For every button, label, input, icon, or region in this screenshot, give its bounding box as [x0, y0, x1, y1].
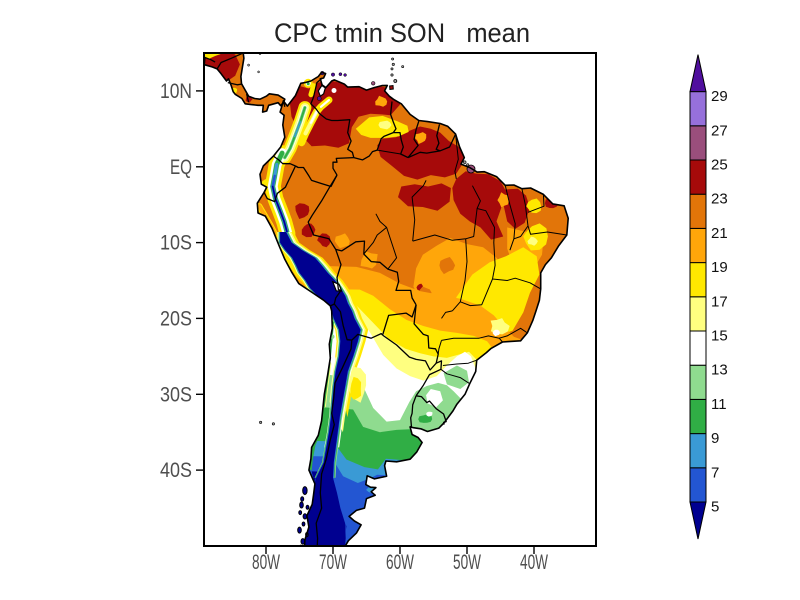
- svg-text:50W: 50W: [453, 551, 481, 574]
- svg-text:19: 19: [711, 259, 728, 276]
- svg-text:17: 17: [711, 293, 728, 310]
- svg-text:25: 25: [711, 157, 728, 174]
- svg-text:21: 21: [711, 225, 728, 242]
- svg-text:27: 27: [711, 122, 728, 139]
- svg-text:5: 5: [711, 499, 719, 516]
- svg-text:13: 13: [711, 362, 728, 379]
- svg-text:60W: 60W: [386, 551, 414, 574]
- svg-text:20S: 20S: [160, 307, 192, 330]
- svg-text:15: 15: [711, 328, 728, 345]
- svg-text:10S: 10S: [160, 232, 192, 255]
- svg-text:9: 9: [711, 430, 719, 447]
- svg-text:EQ: EQ: [170, 156, 192, 179]
- svg-text:40S: 40S: [160, 459, 192, 482]
- svg-text:29: 29: [711, 88, 728, 105]
- svg-text:70W: 70W: [319, 551, 347, 574]
- svg-text:7: 7: [711, 464, 719, 481]
- svg-text:40W: 40W: [520, 551, 548, 574]
- svg-text:11: 11: [711, 396, 727, 413]
- svg-text:30S: 30S: [160, 383, 192, 406]
- svg-text:10N: 10N: [160, 80, 192, 103]
- svg-text:23: 23: [711, 191, 728, 208]
- svg-text:CPC tmin SON mean: CPC tmin SON mean: [274, 18, 530, 48]
- svg-text:80W: 80W: [252, 551, 280, 574]
